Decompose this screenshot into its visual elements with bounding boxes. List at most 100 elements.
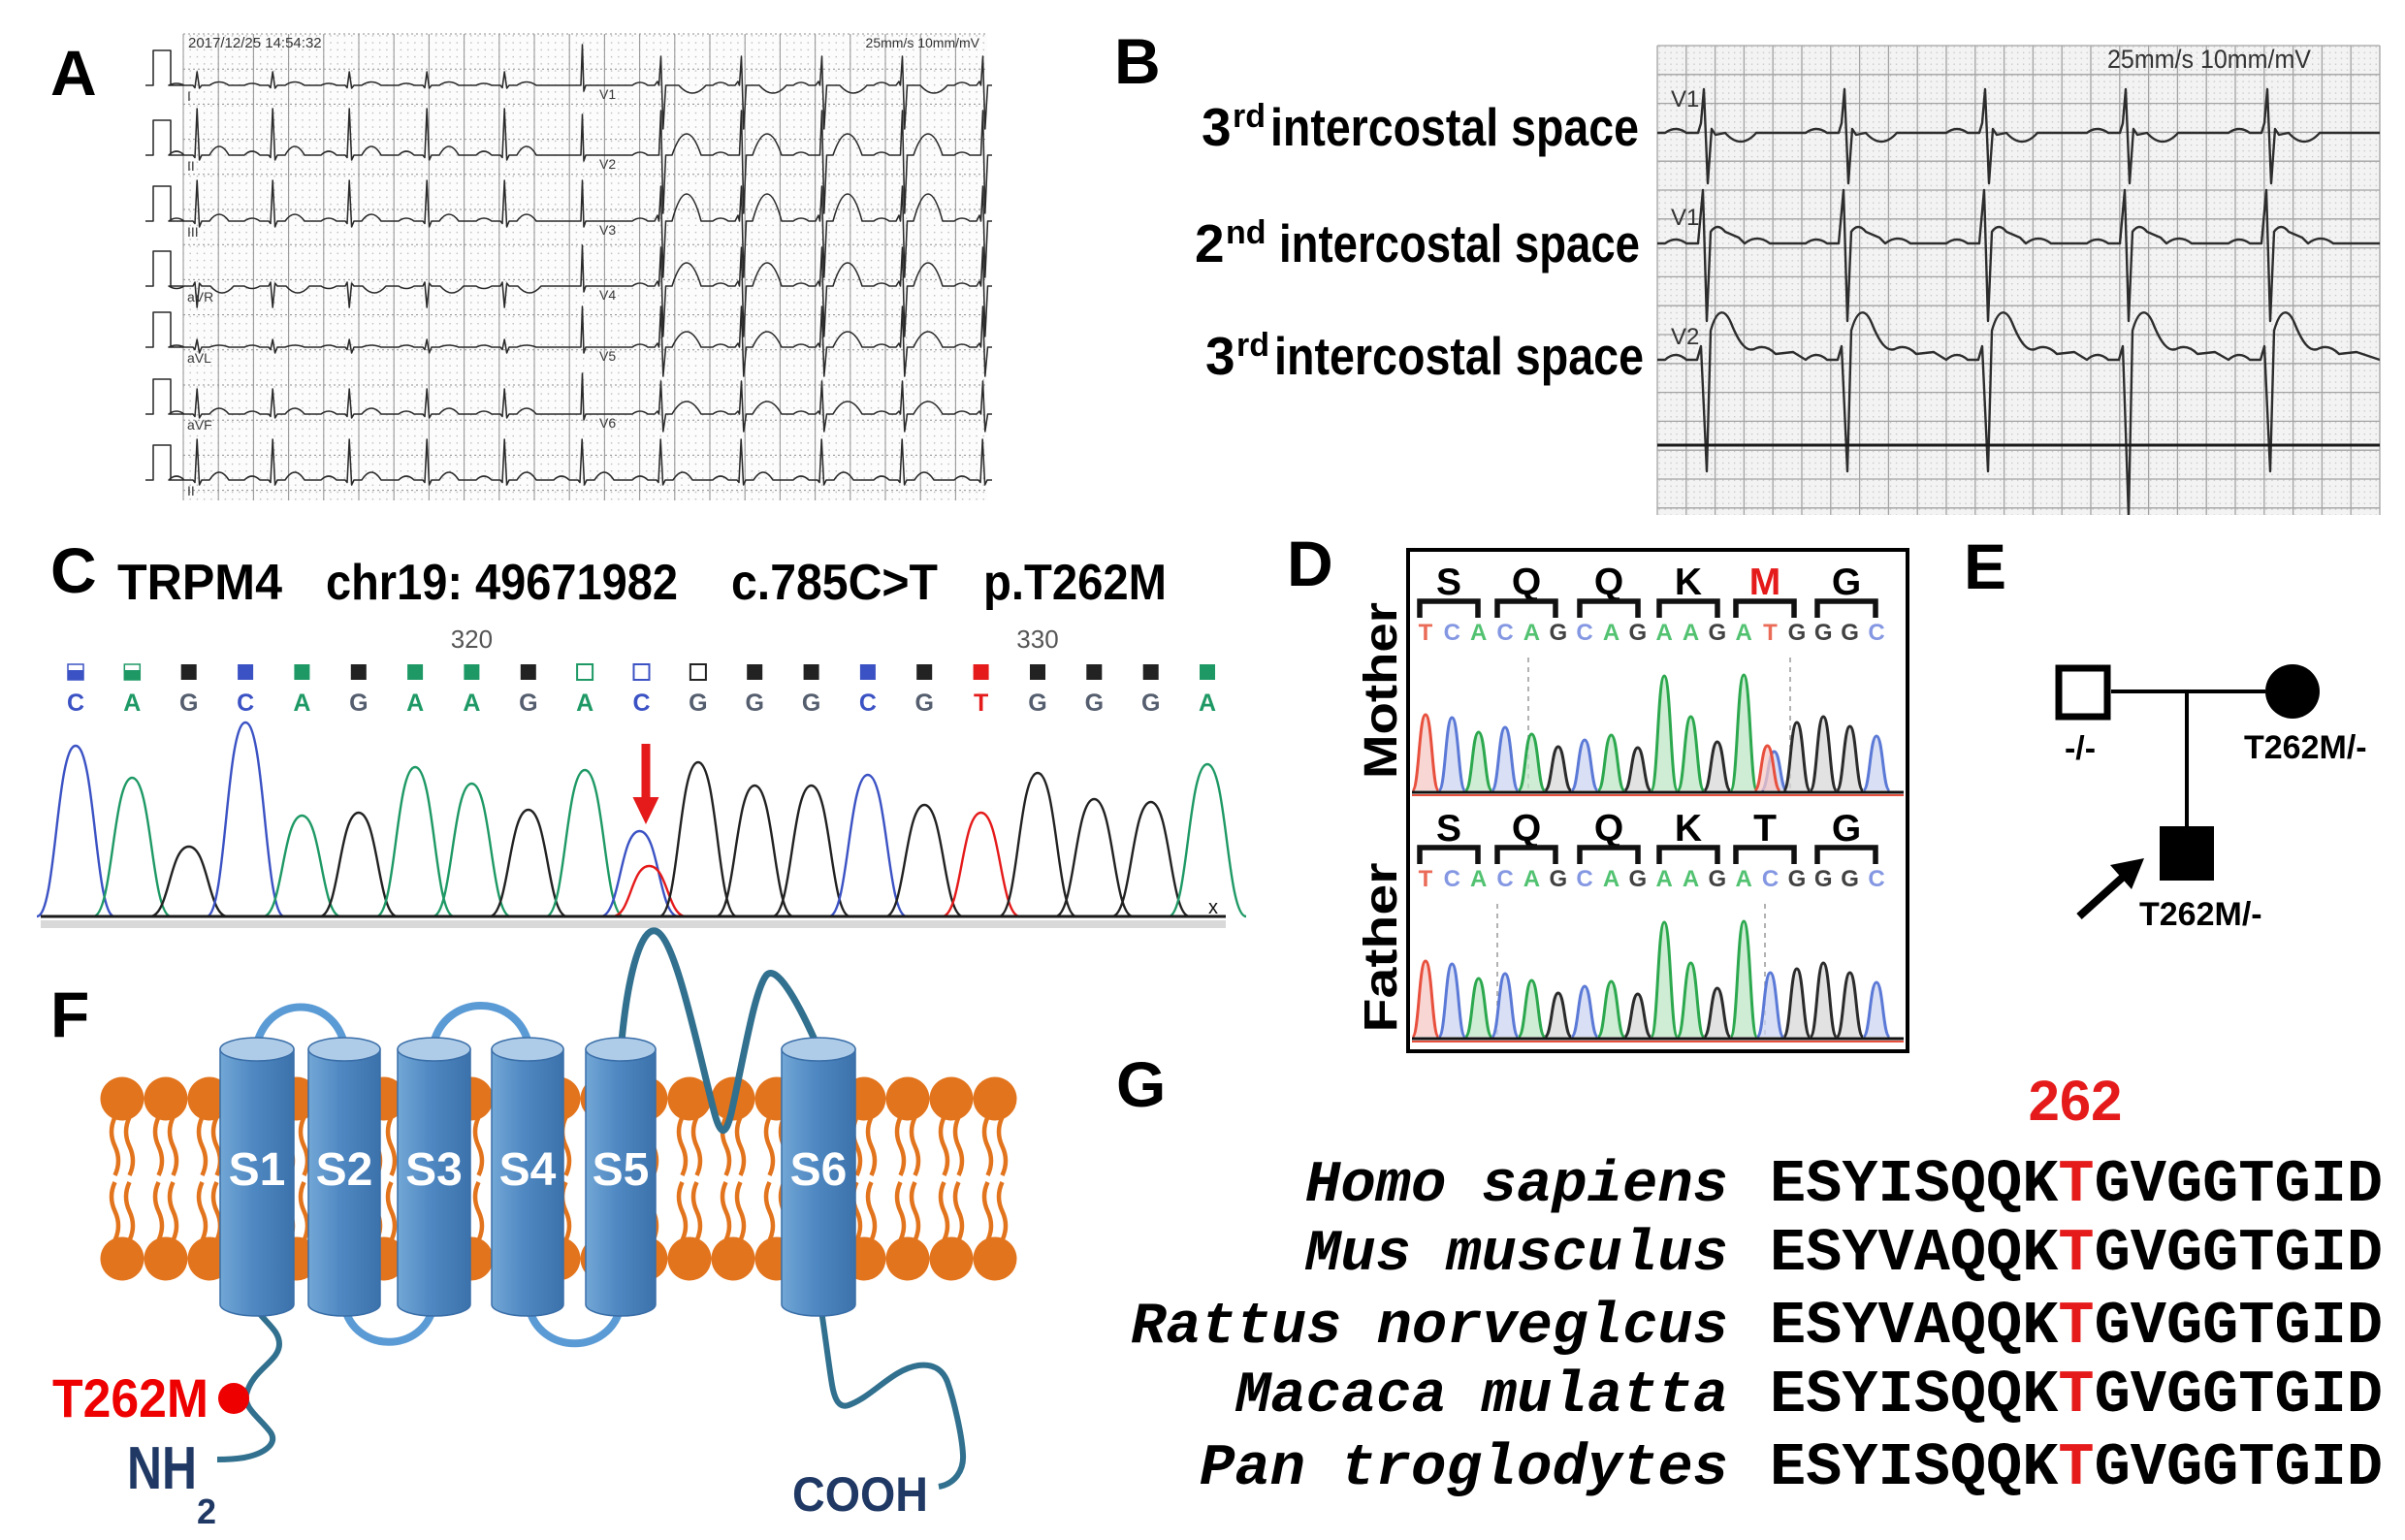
svg-text:rd: rd <box>1236 327 1269 364</box>
svg-text:A: A <box>1736 866 1752 892</box>
svg-text:T262M: T262M <box>52 1367 208 1428</box>
svg-text:G: G <box>1788 866 1807 892</box>
svg-text:S1: S1 <box>229 1144 286 1196</box>
svg-text:T: T <box>1419 866 1433 892</box>
svg-text:T: T <box>974 690 988 717</box>
svg-text:G: G <box>1028 690 1046 717</box>
svg-text:Pan troglodytes: Pan troglodytes <box>1200 1436 1728 1502</box>
svg-text:III: III <box>187 224 199 240</box>
svg-text:rd: rd <box>1233 98 1266 135</box>
svg-text:S5: S5 <box>593 1144 650 1196</box>
svg-text:ESYISQQKTGVGGTGID: ESYISQQKTGVGGTGID <box>1770 1361 2383 1429</box>
svg-text:G: G <box>1628 866 1647 892</box>
svg-text:A: A <box>1683 866 1699 892</box>
svg-text:C: C <box>1762 866 1779 892</box>
svg-text:K: K <box>1675 808 1702 850</box>
svg-text:nd: nd <box>1226 214 1267 251</box>
svg-text:320: 320 <box>451 625 493 654</box>
svg-text:A: A <box>1656 620 1673 646</box>
svg-text:S2: S2 <box>316 1144 373 1196</box>
svg-text:aVL: aVL <box>187 350 211 366</box>
svg-text:A: A <box>1523 620 1540 646</box>
svg-text:G: G <box>1832 561 1861 603</box>
svg-text:A: A <box>576 690 593 717</box>
svg-text:330: 330 <box>1016 625 1058 654</box>
svg-text:G: G <box>689 690 707 717</box>
svg-text:Rattus norveglcus: Rattus norveglcus <box>1131 1295 1728 1361</box>
svg-text:ESYVAQQKTGVGGTGID: ESYVAQQKTGVGGTGID <box>1770 1219 2383 1288</box>
svg-text:3: 3 <box>1205 326 1235 386</box>
svg-text:x: x <box>1208 897 1218 918</box>
svg-text:V6: V6 <box>599 415 616 431</box>
svg-text:B: B <box>1114 25 1161 97</box>
svg-text:C: C <box>859 690 877 717</box>
svg-text:G: G <box>1085 690 1104 717</box>
svg-text:C: C <box>1496 866 1513 892</box>
svg-text:V3: V3 <box>599 222 616 238</box>
svg-text:G: G <box>1549 866 1567 892</box>
svg-text:Q: Q <box>1512 808 1541 850</box>
svg-text:G: G <box>802 690 820 717</box>
svg-text:aVF: aVF <box>187 417 212 433</box>
svg-text:A: A <box>1736 620 1752 646</box>
svg-text:25mm/s 10mm/mV: 25mm/s 10mm/mV <box>2107 45 2311 74</box>
svg-text:G: G <box>1549 620 1567 646</box>
svg-text:ESYISQQKTGVGGTGID: ESYISQQKTGVGGTGID <box>1770 1433 2383 1502</box>
svg-text:c.785C>T: c.785C>T <box>731 555 938 611</box>
svg-text:T262M/-: T262M/- <box>2244 729 2367 766</box>
svg-text:A: A <box>123 690 141 717</box>
svg-text:G: G <box>745 690 763 717</box>
svg-text:G: G <box>1708 620 1726 646</box>
svg-text:G: G <box>1841 866 1859 892</box>
svg-text:S6: S6 <box>790 1144 848 1196</box>
svg-text:2017/12/25 14:54:32: 2017/12/25 14:54:32 <box>188 35 322 51</box>
svg-text:A: A <box>293 690 310 717</box>
svg-text:T262M/-: T262M/- <box>2139 896 2262 933</box>
svg-text:G: G <box>1814 866 1833 892</box>
svg-text:Mother: Mother <box>1356 602 1407 779</box>
svg-text:Homo sapiens: Homo sapiens <box>1305 1153 1728 1219</box>
svg-text:C: C <box>1868 866 1884 892</box>
svg-text:M: M <box>1749 561 1781 603</box>
svg-text:G: G <box>1708 866 1726 892</box>
svg-text:chr19: 49671982: chr19: 49671982 <box>326 555 678 611</box>
svg-text:aVR: aVR <box>187 289 213 305</box>
svg-text:p.T262M: p.T262M <box>983 555 1167 611</box>
svg-text:G: G <box>1841 620 1859 646</box>
svg-text:NH: NH <box>127 1435 197 1502</box>
svg-text:II: II <box>187 158 195 174</box>
svg-text:G: G <box>179 690 198 717</box>
svg-text:A: A <box>1470 866 1487 892</box>
svg-text:Q: Q <box>1594 561 1623 603</box>
svg-text:intercostal space: intercostal space <box>1270 97 1639 157</box>
svg-text:V4: V4 <box>599 287 616 303</box>
svg-text:C: C <box>632 690 650 717</box>
svg-text:Mus musculus: Mus musculus <box>1304 1222 1728 1288</box>
svg-text:V1: V1 <box>599 86 616 102</box>
svg-text:G: G <box>1788 620 1807 646</box>
svg-text:-/-: -/- <box>2065 730 2096 767</box>
svg-text:S4: S4 <box>499 1144 557 1196</box>
svg-text:K: K <box>1675 561 1702 603</box>
svg-text:A: A <box>463 690 480 717</box>
svg-text:intercostal space: intercostal space <box>1274 326 1644 386</box>
svg-text:C: C <box>50 534 97 606</box>
svg-text:S3: S3 <box>405 1144 463 1196</box>
svg-text:C: C <box>1496 620 1513 646</box>
svg-text:G: G <box>519 690 537 717</box>
svg-text:C: C <box>1576 866 1592 892</box>
svg-text:A: A <box>1683 620 1699 646</box>
svg-text:intercostal space: intercostal space <box>1279 213 1640 273</box>
svg-text:F: F <box>50 979 89 1050</box>
svg-text:25mm/s 10mm/mV: 25mm/s 10mm/mV <box>866 35 980 50</box>
svg-text:T: T <box>1763 620 1778 646</box>
svg-text:COOH: COOH <box>792 1467 928 1522</box>
svg-text:V1: V1 <box>1671 205 1699 231</box>
svg-text:G: G <box>1628 620 1647 646</box>
svg-text:Father: Father <box>1356 863 1407 1033</box>
svg-text:S: S <box>1436 808 1461 850</box>
svg-text:V5: V5 <box>599 348 616 364</box>
svg-text:A: A <box>1523 866 1540 892</box>
svg-text:A: A <box>1470 620 1487 646</box>
svg-text:A: A <box>1199 690 1216 717</box>
